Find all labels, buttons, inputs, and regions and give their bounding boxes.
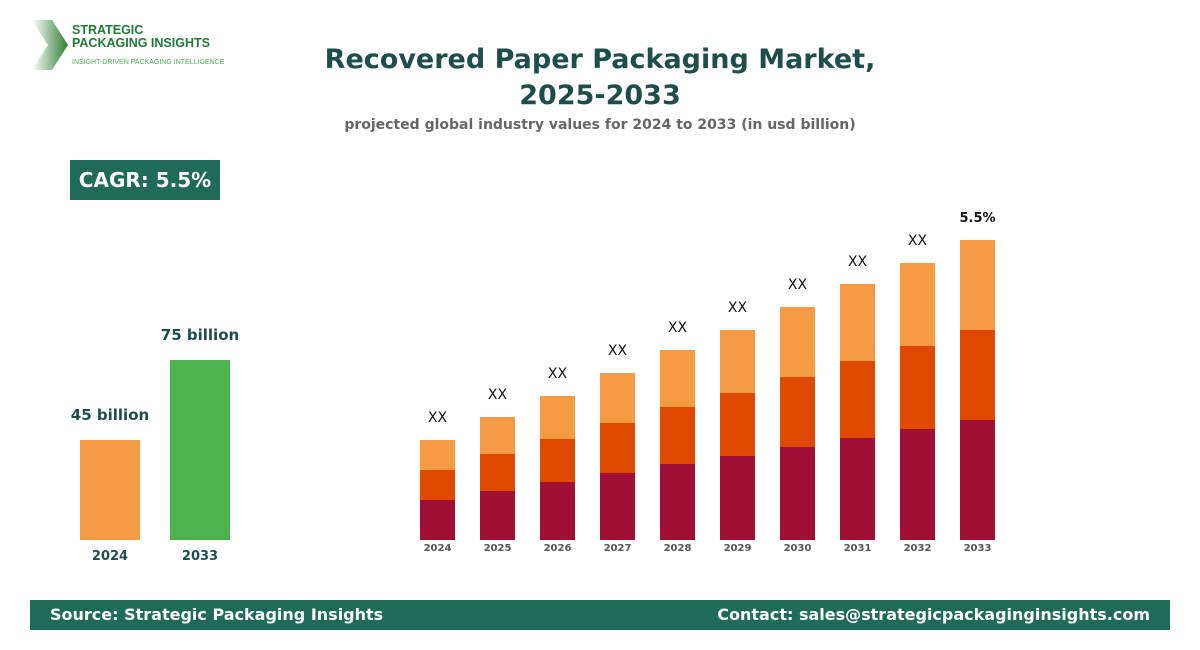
bar-segment-2029-0 [720,456,755,540]
data-label: XX [488,387,508,403]
bar-segment-2031-0 [840,438,875,540]
x-tick-label: 2032 [904,543,932,554]
title-line2: 2025-2033 [519,80,681,111]
bar-segment-2029-1 [720,393,755,456]
data-label: XX [848,254,868,270]
bar-segment-2024-1 [420,470,455,500]
x-tick-label: 2028 [664,543,692,554]
data-label: XX [548,366,568,382]
data-label: XX [608,343,628,359]
bar-segment-2028-1 [660,407,695,464]
source-text: Source: Strategic Packaging Insights [50,605,384,624]
x-tick-label: 2025 [484,543,512,554]
bar-segment-2031-1 [840,361,875,438]
logo-line2: PACKAGING INSIGHTS [72,36,210,50]
bar-segment-2031-2 [840,284,875,361]
bar-segment-2024-0 [420,500,455,540]
bar-segment-2032-1 [900,346,935,429]
x-tick-label: 2030 [784,543,812,554]
bar-segment-2033-2 [960,240,995,330]
bar-segment-2028-0 [660,464,695,540]
bar-segment-2026-2 [540,396,575,439]
bar-segment-2025-2 [480,417,515,454]
bar-segment-2026-1 [540,439,575,482]
x-tick-label: 2024 [92,549,128,564]
chart-title: Recovered Paper Packaging Market, 2025-2… [300,42,900,114]
bar-segment-2025-1 [480,454,515,491]
data-label: XX [788,277,808,293]
data-label: 45 billion [71,406,149,424]
bar-segment-2033-1 [960,330,995,420]
bar-segment-2027-1 [600,423,635,473]
data-label: 75 billion [161,326,239,344]
charts: 45 billion 2024 75 billion 2033 XX 2024 XX 2025… [71,211,996,564]
x-tick-label: 2029 [724,543,752,554]
cagr-badge: CAGR: 5.5% [70,160,220,200]
x-tick-label: 2027 [604,543,632,554]
logo: STRATEGIC PACKAGING INSIGHTS INSIGHT-DRI… [30,18,230,72]
contact-text: Contact: sales@strategicpackaginginsight… [717,605,1150,624]
logo-chevron-icon [32,20,68,70]
bar-segment-2028-2 [660,350,695,407]
bar-segment-2027-0 [600,473,635,540]
logo-line1: STRATEGIC [72,23,144,37]
bar-segment-2030-1 [780,377,815,447]
bar-segment-2030-2 [780,307,815,377]
x-tick-label: 2033 [964,543,992,554]
bar-2033 [170,360,230,540]
bar-segment-2033-0 [960,420,995,540]
bar-segment-2030-0 [780,447,815,540]
data-label: XX [428,410,448,426]
data-label: XX [668,320,688,336]
data-label: XX [908,233,928,249]
data-label: 5.5% [959,211,995,226]
bar-segment-2029-2 [720,330,755,393]
title-line1: Recovered Paper Packaging Market, [324,44,876,75]
bar-segment-2032-2 [900,263,935,346]
data-label: XX [728,300,748,316]
bar-segment-2027-2 [600,373,635,423]
x-tick-label: 2033 [182,549,218,564]
bar-segment-2026-0 [540,482,575,540]
bar-2024 [80,440,140,540]
x-tick-label: 2031 [844,543,872,554]
bar-segment-2032-0 [900,429,935,540]
logo-tagline: INSIGHT-DRIVEN PACKAGING INTELLIGENCE [72,59,225,66]
chart-subtitle: projected global industry values for 202… [344,117,856,133]
bar-segment-2024-2 [420,440,455,470]
x-tick-label: 2026 [544,543,572,554]
x-tick-label: 2024 [424,543,452,554]
footer: Source: Strategic Packaging Insights Con… [30,600,1170,630]
bar-segment-2025-0 [480,491,515,540]
